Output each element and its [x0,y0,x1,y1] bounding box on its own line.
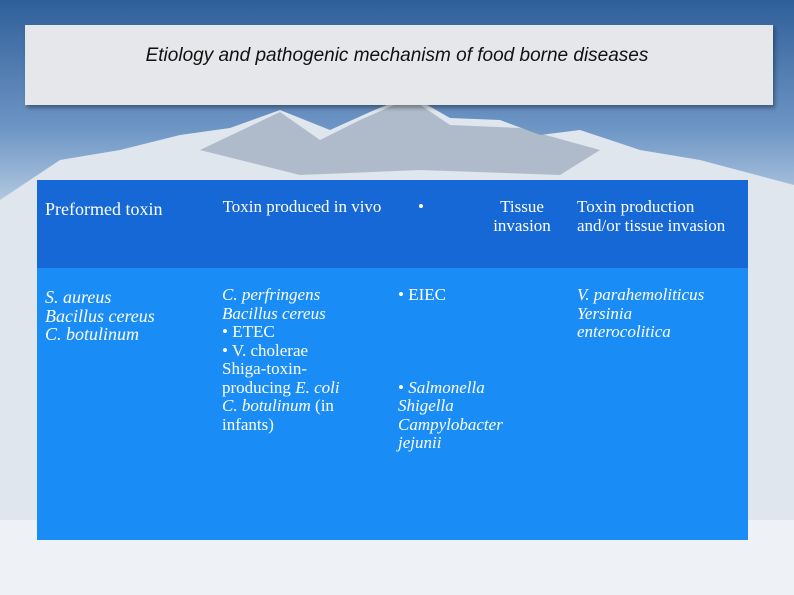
organism: Shiga-toxin-producing [222,359,307,397]
organism: • ETEC [222,322,275,341]
header-cell: • [418,197,424,216]
body-cell: S. aureus Bacillus cereus C. botulinum [45,288,215,344]
organism: V. parahemoliticus [577,285,705,304]
organism: Yersinia [577,303,633,323]
organism: • EIEC [398,285,446,304]
organism: • V. cholerae [222,340,309,360]
title-box [25,25,773,105]
header-cell: Preformed toxin [45,199,163,219]
body-cell: C. perfringens Bacillus cereus • ETEC • … [222,285,382,434]
header-cell: Toxin produced in vivo [222,197,382,216]
header-cell: Tissue invasion [493,197,551,235]
slide-title: Etiology and pathogenic mechanism of foo… [145,45,649,66]
organism: C. botulinum [45,324,140,344]
table-header [37,180,748,268]
organism: E. coli [295,377,340,397]
organism: S. aureus [45,287,112,307]
table: Preformed toxin Toxin produced in vivo •… [37,180,748,540]
organism: Salmonella [408,377,485,397]
organism: Shigella [398,396,454,415]
organism: Bacillus cereus [222,303,326,323]
body-cell: V. parahemoliticus Yersinia enterocoliti… [577,285,742,342]
bullet: • [398,377,409,397]
organism: C. perfringens [222,285,321,304]
organism: Campylobacter jejunii [398,414,503,452]
organism: enterocolitica [577,322,671,341]
note: (in infants) [222,396,334,434]
header-cell: Toxin production and/or tissue invasion [577,197,726,235]
body-cell: • EIEC • Salmonella Shigella Campylobact… [398,285,568,453]
organism: C. botulinum [222,396,311,415]
organism: Bacillus cereus [45,305,155,326]
